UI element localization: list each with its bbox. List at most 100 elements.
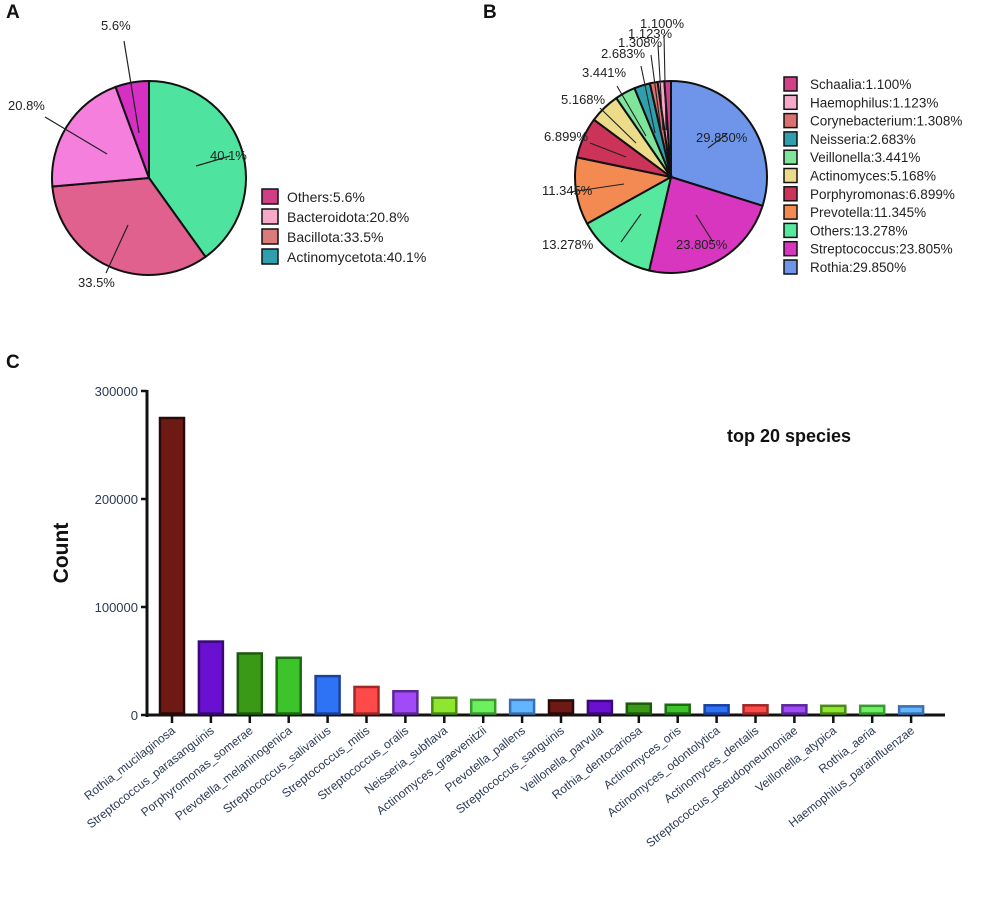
- b-legend-label: Haemophilus:1.123%: [810, 95, 938, 110]
- c-y-tick-label: 300000: [95, 384, 138, 399]
- b-legend-swatch: [783, 149, 798, 165]
- b-legend-swatch: [783, 167, 798, 184]
- b-legend-swatch: [783, 76, 798, 92]
- a-legend-label: Others:5.6%: [287, 189, 365, 205]
- c-y-tick-label: 200000: [95, 492, 138, 507]
- c-y-tick-label: 0: [131, 708, 138, 723]
- b-legend-swatch: [783, 204, 798, 220]
- a-legend-label: Bacteroidota:20.8%: [287, 209, 409, 225]
- a-data-label: 20.8%: [8, 98, 45, 113]
- b-leader-line: [569, 183, 625, 193]
- c-bar-neisseria-subflava: [431, 696, 458, 715]
- b-legend-label: Rothia:29.850%: [810, 260, 906, 275]
- c-chart-title: top 20 species: [727, 426, 851, 446]
- b-leader-line: [589, 142, 627, 158]
- b-data-label: 2.683%: [601, 46, 646, 61]
- a-slice-bacteroidota: [51, 85, 151, 188]
- a-legend-label: Bacillota:33.5%: [287, 229, 384, 245]
- b-legend-label: Others:13.278%: [810, 223, 908, 238]
- c-bar-porphyromonas-somerae: [236, 652, 264, 715]
- b-data-label: 1.100%: [640, 16, 685, 31]
- c-bar-actinomyces-graevenitzii: [469, 698, 497, 715]
- b-data-label: 11.345%: [542, 183, 593, 198]
- b-legend-swatch: [783, 259, 798, 275]
- b-legend-label: Corynebacterium:1.308%: [810, 114, 962, 129]
- a-data-label: 5.6%: [101, 18, 131, 33]
- b-leader-line: [663, 34, 667, 131]
- a-legend-label: Actinomycetota:40.1%: [287, 249, 426, 265]
- a-leader-line: [105, 224, 129, 274]
- c-bar-streptococcus-mitis: [353, 685, 380, 715]
- b-slice-rothia: [670, 79, 768, 208]
- b-leader-line: [616, 85, 647, 137]
- b-leader-line: [599, 107, 637, 144]
- a-data-label-group: [123, 40, 140, 134]
- b-data-label: 23.805%: [676, 237, 728, 252]
- b-legend-swatch: [783, 94, 798, 111]
- b-legend-label: Actinomyces:5.168%: [810, 169, 936, 184]
- b-legend-swatch: [783, 222, 798, 239]
- a-legend-swatch: [261, 248, 279, 265]
- b-data-label: 5.168%: [561, 92, 606, 107]
- a-slice-actinomycetota: [148, 79, 247, 259]
- c-bar-rothia-dentocariosa: [625, 702, 653, 715]
- a-data-label: 33.5%: [78, 275, 115, 290]
- b-legend-label: Streptococcus:23.805%: [810, 242, 953, 257]
- c-bar-prevotella-pallens: [508, 698, 536, 715]
- c-bar-actinomyces-dentalis: [742, 704, 769, 715]
- a-legend-swatch: [261, 228, 279, 245]
- b-pie: [574, 79, 768, 274]
- panel-label-c: C: [6, 352, 20, 373]
- b-leader-line: [657, 44, 664, 131]
- b-legend-swatch: [783, 240, 798, 257]
- b-legend-label: Veillonella:3.441%: [810, 150, 920, 165]
- c-bar-rothia-mucilaginosa: [158, 416, 186, 715]
- c-y-axis-label: Count: [50, 523, 73, 584]
- b-slice-others: [585, 175, 673, 272]
- c-bar-streptococcus-oralis: [392, 689, 419, 715]
- b-legend-swatch: [783, 186, 798, 202]
- panel-label-a: A: [6, 2, 20, 23]
- b-leader-line: [695, 214, 714, 243]
- b-legend-label: Prevotella:11.345%: [810, 205, 926, 220]
- c-bar-veillonella-atypica: [820, 704, 847, 715]
- c-bar-streptococcus-parasanguinis: [197, 640, 225, 715]
- b-legend-swatch: [783, 112, 798, 129]
- a-data-label-group: [44, 116, 108, 155]
- a-pie: [51, 79, 247, 276]
- c-bar-prevotella-melaninogenica: [275, 656, 302, 715]
- b-leader-line: [650, 54, 662, 131]
- c-bar-streptococcus-sanguinis: [547, 699, 575, 715]
- a-data-label-group: [195, 155, 231, 167]
- a-slice-others: [114, 79, 150, 179]
- a-legend-swatch: [261, 188, 279, 205]
- c-bar-streptococcus-pseudopneumoniae: [781, 704, 808, 715]
- b-data-label: 6.899%: [544, 129, 589, 144]
- a-data-label: 40.1%: [210, 148, 247, 163]
- b-leader-line: [620, 213, 642, 243]
- b-legend-label: Schaalia:1.100%: [810, 77, 911, 92]
- c-bar-haemophilus-parainfluenzae: [897, 705, 925, 715]
- b-slice-streptococcus: [647, 175, 764, 274]
- c-y-tick-label: 100000: [95, 600, 138, 615]
- b-legend-label: Porphyromonas:6.899%: [810, 187, 955, 202]
- b-legend-label: Neisseria:2.683%: [810, 132, 916, 147]
- panel-label-b: B: [483, 2, 497, 23]
- a-leader-line: [123, 40, 140, 134]
- c-bar-rothia-aeria: [858, 704, 886, 715]
- a-leader-line: [195, 155, 231, 167]
- b-data-label: 1.123%: [628, 26, 673, 41]
- b-legend-swatch: [783, 131, 798, 147]
- b-data-label: 13.278%: [542, 237, 594, 252]
- c-bar-actinomyces-oris: [664, 703, 691, 715]
- a-leader-line: [44, 116, 108, 155]
- a-data-label-group: [105, 224, 129, 274]
- c-bar-actinomyces-odontolytica: [703, 704, 730, 715]
- b-data-label: 1.308%: [618, 35, 663, 50]
- b-leader-line: [707, 133, 728, 149]
- b-slice-schaalia: [663, 79, 672, 178]
- b-leader-line: [640, 65, 656, 134]
- b-data-label: 3.441%: [582, 65, 627, 80]
- c-bar-streptococcus-salivarius: [314, 674, 341, 715]
